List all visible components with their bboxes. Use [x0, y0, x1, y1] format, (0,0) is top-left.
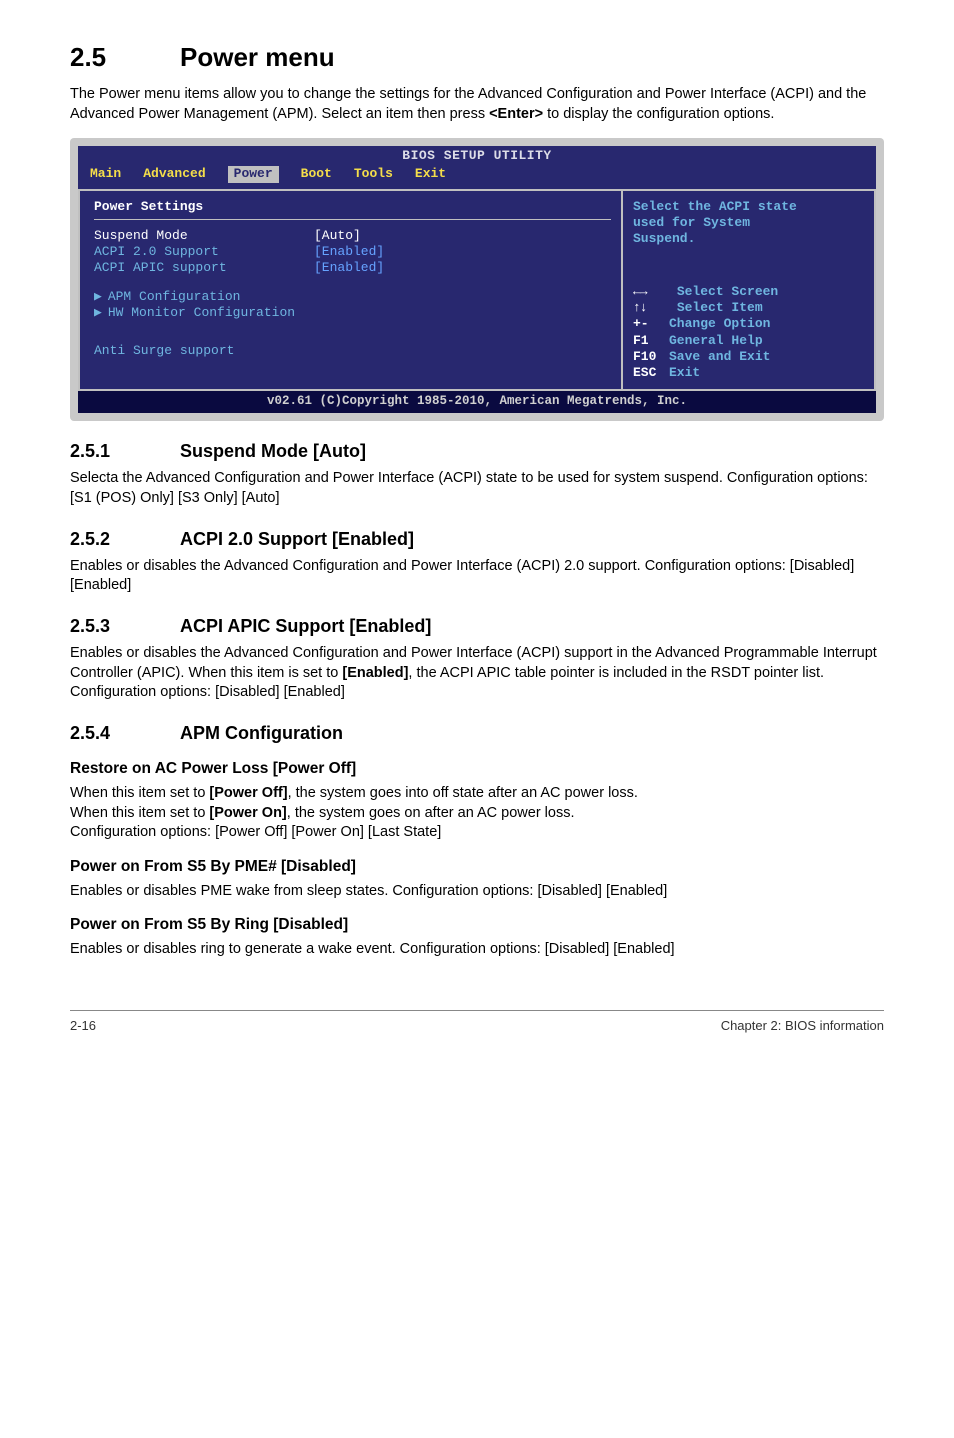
legend-key: F1: [633, 333, 669, 349]
bios-row-acpiapic[interactable]: ACPI APIC support [Enabled]: [94, 260, 611, 276]
intro-enter: <Enter>: [489, 106, 543, 122]
body-bold: [Enabled]: [342, 665, 408, 681]
bios-submenu-hwmonitor[interactable]: ▶ HW Monitor Configuration: [94, 305, 611, 321]
page-footer: 2-16 Chapter 2: BIOS information: [70, 1010, 884, 1035]
l2-after: , the system goes on after an AC power l…: [287, 805, 575, 821]
l2-before: When this item set to: [70, 805, 209, 821]
bios-tab-bar: Main Advanced Power Boot Tools Exit: [78, 164, 876, 188]
legend-save-exit: F10Save and Exit: [633, 349, 864, 365]
section-body-252: Enables or disables the Advanced Configu…: [70, 557, 884, 596]
help-line: Suspend.: [633, 231, 864, 247]
legend-key: ESC: [633, 365, 669, 381]
section-heading-254: 2.5.4APM Configuration: [70, 721, 884, 745]
bios-section-title: Power Settings: [94, 199, 611, 215]
bios-tab-advanced[interactable]: Advanced: [143, 166, 205, 182]
intro-after: to display the configuration options.: [543, 106, 774, 122]
bios-divider: [94, 219, 611, 220]
subsection-restore-ac: Restore on AC Power Loss [Power Off]: [70, 759, 884, 780]
bios-tab-boot[interactable]: Boot: [301, 166, 332, 182]
bios-body: Power Settings Suspend Mode [Auto] ACPI …: [78, 189, 876, 392]
bios-tab-tools[interactable]: Tools: [354, 166, 393, 182]
bios-submenu-label: HW Monitor Configuration: [108, 305, 295, 321]
section-title: ACPI 2.0 Support [Enabled]: [180, 529, 414, 549]
section-body-253: Enables or disables the Advanced Configu…: [70, 644, 884, 703]
page-number: 2-16: [70, 1017, 96, 1035]
subsection-body: Enables or disables PME wake from sleep …: [70, 882, 884, 902]
legend-text: General Help: [669, 333, 763, 348]
bios-left-pane: Power Settings Suspend Mode [Auto] ACPI …: [78, 189, 621, 392]
section-number: 2.5.2: [70, 527, 180, 551]
section-heading-252: 2.5.2ACPI 2.0 Support [Enabled]: [70, 527, 884, 551]
section-body-251: Selecta the Advanced Configuration and P…: [70, 469, 884, 508]
legend-change-option: +-Change Option: [633, 316, 864, 332]
bios-screenshot: BIOS SETUP UTILITY Main Advanced Power B…: [70, 138, 884, 421]
legend-text: Select Screen: [677, 284, 778, 299]
legend-general-help: F1General Help: [633, 333, 864, 349]
legend-text: Save and Exit: [669, 349, 770, 364]
subsection-ring: Power on From S5 By Ring [Disabled]: [70, 915, 884, 936]
bios-row-value: [Enabled]: [314, 260, 384, 276]
legend-key: F10: [633, 349, 669, 365]
spacer: [94, 277, 611, 289]
subsection-body: When this item set to [Power Off], the s…: [70, 784, 884, 843]
subsection-body: Enables or disables ring to generate a w…: [70, 940, 884, 960]
l3: Configuration options: [Power Off] [Powe…: [70, 824, 441, 840]
bios-submenu-apm[interactable]: ▶ APM Configuration: [94, 289, 611, 305]
legend-exit: ESCExit: [633, 365, 864, 381]
h1-text: Power menu: [180, 42, 335, 72]
triangle-icon: ▶: [94, 289, 102, 305]
legend-select-item: ↑↓ Select Item: [633, 300, 864, 316]
bios-row-suspend[interactable]: Suspend Mode [Auto]: [94, 228, 611, 244]
bios-footer: v02.61 (C)Copyright 1985-2010, American …: [78, 391, 876, 413]
bios-row-label: Suspend Mode: [94, 228, 314, 244]
bios-legend: ←→ Select Screen ↑↓ Select Item +-Change…: [633, 284, 864, 382]
help-line: Select the ACPI state: [633, 199, 864, 215]
legend-text: Change Option: [669, 316, 770, 331]
spacer: [94, 321, 611, 343]
bios-tab-main[interactable]: Main: [90, 166, 121, 182]
bios-row-value: [Auto]: [314, 228, 361, 244]
l1-bold: [Power Off]: [209, 785, 287, 801]
legend-text: Exit: [669, 365, 700, 380]
l1-after: , the system goes into off state after a…: [288, 785, 638, 801]
bios-row-label: ACPI APIC support: [94, 260, 314, 276]
bios-submenu-label: APM Configuration: [108, 289, 241, 305]
section-number: 2.5.3: [70, 614, 180, 638]
page-title: 2.5Power menu: [70, 40, 884, 75]
l2-bold: [Power On]: [209, 805, 286, 821]
chapter-label: Chapter 2: BIOS information: [721, 1017, 884, 1035]
bios-row-label: Anti Surge support: [94, 343, 314, 359]
section-number: 2.5.4: [70, 721, 180, 745]
section-title: APM Configuration: [180, 723, 343, 743]
section-title: ACPI APIC Support [Enabled]: [180, 616, 431, 636]
h1-number: 2.5: [70, 40, 180, 75]
legend-select-screen: ←→ Select Screen: [633, 284, 864, 300]
bios-row-value: [Enabled]: [314, 244, 384, 260]
intro-paragraph: The Power menu items allow you to change…: [70, 85, 884, 124]
bios-right-pane: Select the ACPI state used for System Su…: [621, 189, 876, 392]
section-title: Suspend Mode [Auto]: [180, 441, 366, 461]
bios-row-label: ACPI 2.0 Support: [94, 244, 314, 260]
legend-key: ←→: [633, 284, 669, 300]
section-number: 2.5.1: [70, 439, 180, 463]
legend-key: +-: [633, 316, 669, 332]
legend-text: Select Item: [677, 300, 763, 315]
section-heading-253: 2.5.3ACPI APIC Support [Enabled]: [70, 614, 884, 638]
subsection-pme: Power on From S5 By PME# [Disabled]: [70, 857, 884, 878]
l1-before: When this item set to: [70, 785, 209, 801]
bios-row-acpi20[interactable]: ACPI 2.0 Support [Enabled]: [94, 244, 611, 260]
help-line: used for System: [633, 215, 864, 231]
section-heading-251: 2.5.1Suspend Mode [Auto]: [70, 439, 884, 463]
bios-tab-exit[interactable]: Exit: [415, 166, 446, 182]
bios-tab-power[interactable]: Power: [228, 166, 279, 182]
bios-help-text: Select the ACPI state used for System Su…: [633, 199, 864, 248]
bios-row-antisurge[interactable]: Anti Surge support: [94, 343, 611, 359]
triangle-icon: ▶: [94, 305, 102, 321]
bios-title-bar: BIOS SETUP UTILITY: [78, 146, 876, 164]
legend-key: ↑↓: [633, 300, 669, 316]
